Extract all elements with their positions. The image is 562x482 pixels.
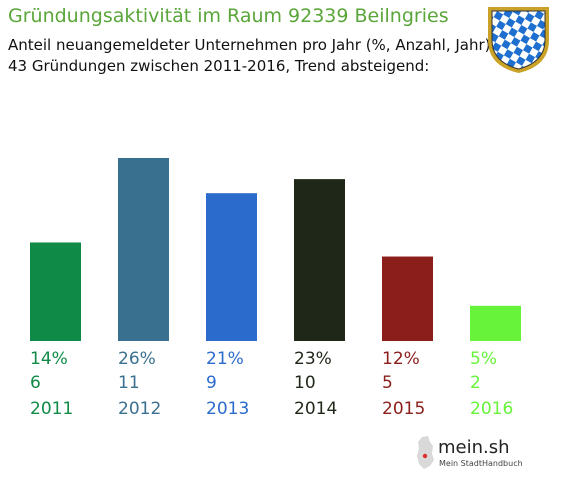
count-label-2011: 6 xyxy=(30,373,41,393)
bar-2011 xyxy=(30,242,81,341)
year-label-2013: 2013 xyxy=(206,399,249,419)
brand-name: mein.sh xyxy=(438,437,510,458)
brand-logo: mein.sh Mein StadtHandbuch xyxy=(414,434,554,476)
count-label-2015: 5 xyxy=(382,373,393,393)
year-label-2012: 2012 xyxy=(118,399,161,419)
bar-2012 xyxy=(118,158,169,341)
brand-tagline: Mein StadtHandbuch xyxy=(439,459,523,468)
percent-label-2013: 21% xyxy=(206,349,244,369)
chart-title: Gründungsaktivität im Raum 92339 Beilngr… xyxy=(8,5,449,27)
year-label-2011: 2011 xyxy=(30,399,73,419)
year-label-2016: 2016 xyxy=(470,399,513,419)
bar-2016 xyxy=(470,305,521,341)
percent-label-2014: 23% xyxy=(294,349,332,369)
count-label-2013: 9 xyxy=(206,373,217,393)
year-label-2014: 2014 xyxy=(294,399,337,419)
count-label-2016: 2 xyxy=(470,373,481,393)
chart-subtitle-line1: Anteil neuangemeldeter Unternehmen pro J… xyxy=(8,36,491,54)
bavarian-crest-icon xyxy=(488,7,549,73)
bar-2015 xyxy=(382,256,433,341)
percent-label-2015: 12% xyxy=(382,349,420,369)
percent-label-2016: 5% xyxy=(470,349,497,369)
year-label-2015: 2015 xyxy=(382,399,425,419)
germany-map-icon xyxy=(417,436,434,469)
percent-label-2011: 14% xyxy=(30,349,68,369)
percent-label-2012: 26% xyxy=(118,349,156,369)
bar-2013 xyxy=(206,193,257,341)
bar-2014 xyxy=(294,179,345,341)
count-label-2012: 11 xyxy=(118,373,140,393)
count-label-2014: 10 xyxy=(294,373,316,393)
chart-subtitle-line2: 43 Gründungen zwischen 2011-2016, Trend … xyxy=(8,57,430,75)
